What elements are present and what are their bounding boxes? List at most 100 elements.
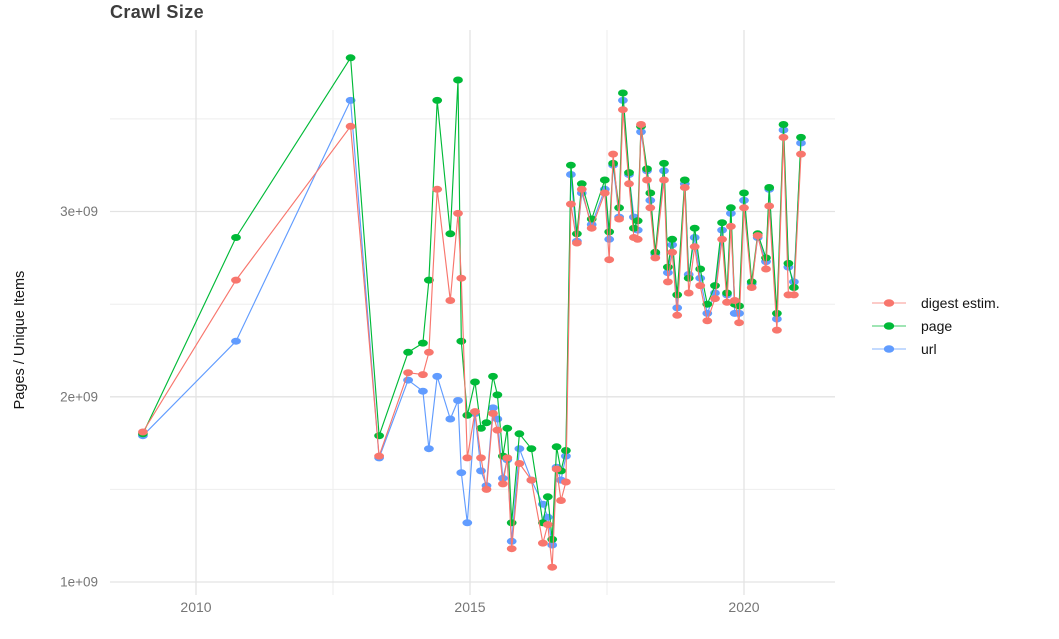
data-point (689, 224, 700, 232)
y-tick-label: 3e+09 (60, 204, 98, 219)
data-point (424, 276, 434, 284)
data-point (796, 133, 806, 141)
data-point (445, 297, 456, 304)
data-point (403, 348, 413, 356)
data-point (778, 121, 789, 128)
data-point (642, 176, 652, 184)
data-point (551, 465, 562, 473)
data-point (604, 256, 615, 264)
data-point (476, 454, 486, 462)
url-legend-key-icon (872, 344, 906, 353)
data-point (502, 454, 513, 462)
data-point (456, 469, 467, 477)
legend-entry-url: url (872, 337, 1000, 360)
data-point (456, 337, 467, 345)
data-point (576, 180, 587, 188)
data-point (566, 200, 576, 208)
data-point (506, 519, 517, 527)
data-point (764, 202, 775, 210)
data-point (717, 219, 727, 227)
data-point (659, 159, 669, 167)
data-point (551, 443, 562, 451)
data-point (618, 89, 628, 97)
data-point (739, 204, 749, 212)
digest-legend-key-icon (872, 298, 906, 307)
data-point (645, 204, 656, 212)
data-point (614, 215, 624, 223)
data-point (778, 133, 789, 141)
data-point (702, 317, 713, 325)
data-point (679, 184, 690, 191)
data-point (403, 369, 413, 377)
data-point (492, 426, 503, 434)
data-point (739, 189, 749, 197)
data-point (789, 291, 799, 299)
series-line-digest-estim- (142, 109, 802, 568)
data-point (470, 378, 480, 386)
data-point (374, 452, 384, 460)
data-point (453, 209, 463, 217)
data-point (514, 430, 525, 438)
data-point (761, 265, 771, 273)
data-point (492, 391, 503, 399)
data-point (424, 348, 434, 356)
data-point (488, 404, 498, 412)
data-point (424, 445, 434, 453)
data-point (138, 428, 148, 436)
data-point (502, 424, 513, 432)
data-point (672, 291, 683, 299)
data-point (374, 432, 384, 440)
data-point (514, 460, 525, 467)
data-point (476, 424, 486, 432)
data-point (576, 185, 587, 193)
data-point (470, 408, 480, 416)
data-point (542, 493, 553, 501)
data-point (231, 234, 241, 241)
data-point (561, 478, 571, 486)
data-point (488, 410, 498, 417)
data-point (432, 185, 443, 193)
data-point (695, 282, 706, 290)
data-point (456, 274, 467, 282)
legend-label-digest: digest estim. (921, 294, 1000, 311)
data-point (650, 254, 661, 262)
data-point (572, 230, 582, 238)
data-point (498, 480, 508, 488)
data-point (418, 387, 428, 395)
data-point (432, 372, 443, 380)
data-point (632, 235, 643, 243)
data-point (722, 298, 732, 306)
legend-label-url: url (921, 340, 937, 357)
page-legend-key-icon (872, 321, 906, 330)
data-point (729, 297, 740, 304)
data-point (796, 150, 806, 158)
data-point (445, 230, 456, 238)
data-point (734, 319, 744, 327)
data-point (604, 228, 615, 236)
data-point (667, 235, 678, 243)
legend-entry-digest: digest estim. (872, 291, 1000, 314)
data-point (604, 235, 615, 243)
data-point (624, 180, 634, 188)
x-tick-label: 2020 (728, 599, 759, 615)
data-point (679, 176, 690, 184)
data-point (783, 259, 794, 267)
data-point (636, 121, 646, 128)
data-point (695, 274, 706, 282)
legend: digest estim. page url (872, 291, 1000, 360)
data-point (418, 371, 428, 379)
y-tick-label: 1e+09 (60, 575, 98, 590)
data-point (556, 497, 566, 504)
data-point (710, 295, 720, 303)
data-point (432, 96, 443, 104)
data-point (645, 196, 656, 204)
data-point (526, 476, 537, 484)
y-tick-label: 2e+09 (60, 389, 98, 404)
data-point (642, 165, 652, 173)
data-point (547, 563, 558, 571)
data-point (717, 235, 727, 243)
data-point (772, 326, 782, 334)
x-tick-label: 2015 (454, 599, 485, 615)
data-point (481, 485, 492, 493)
data-point (672, 311, 683, 319)
